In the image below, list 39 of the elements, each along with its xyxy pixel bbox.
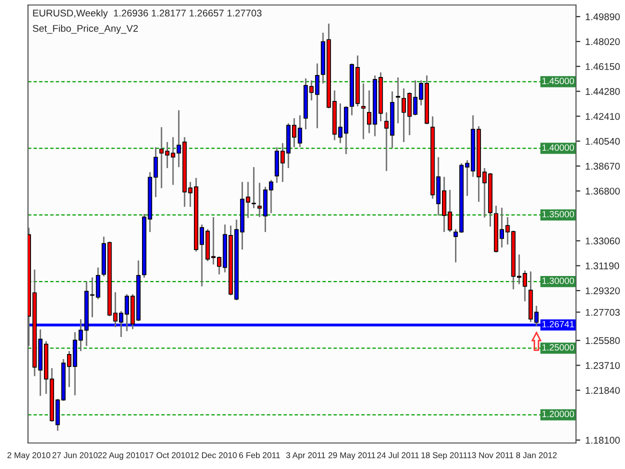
x-tick-label: 2 May 2010: [7, 452, 50, 460]
ref-line-label: 1.35000: [542, 210, 574, 218]
x-tick-label: 27 Jun 2010: [52, 452, 98, 458]
y-tick-label: 1.25580: [586, 337, 620, 344]
y-tick-label: 1.49890: [586, 13, 620, 20]
y-tick-label: 1.29320: [586, 287, 620, 294]
ref-line-label: 1.40000: [542, 144, 574, 151]
x-tick-label: 8 Jan 2012: [516, 452, 557, 458]
x-tick-label: 17 Oct 2010: [145, 452, 190, 458]
ref-line-label: 1.26741: [542, 320, 574, 328]
x-tick-label: 18 Sep 2011: [421, 452, 468, 460]
candlestick: [361, 82, 366, 140]
y-tick-label: 1.38670: [586, 162, 620, 170]
ref-line-label: 1.45000: [542, 78, 574, 84]
y-tick-label: 1.18100: [586, 436, 620, 444]
x-tick-label: 22 Aug 2010: [98, 452, 144, 460]
y-tick-label: 1.36800: [586, 188, 620, 195]
y-tick-label: 1.27703: [586, 308, 620, 316]
candlestick: [396, 76, 400, 124]
ref-line-label: 1.20000: [542, 410, 574, 418]
x-tick-label: 12 Dec 2010: [190, 452, 237, 458]
y-tick-label: 1.44280: [586, 88, 620, 95]
y-tick-label: 1.46150: [586, 63, 620, 70]
y-tick-label: 1.23710: [586, 362, 620, 369]
x-tick-label: 24 Jul 2011: [377, 452, 419, 458]
y-tick-label: 1.48020: [586, 38, 620, 46]
y-tick-label: 1.33060: [586, 238, 620, 244]
chart-title: EURUSD,Weekly 1.26936 1.28177 1.26657 1.27703: [33, 9, 262, 18]
y-tick-label: 1.40540: [586, 138, 620, 145]
x-tick-label: 3 Apr 2011: [286, 452, 326, 460]
ref-line-label: 1.25000: [542, 344, 574, 351]
ref-line-label: 1.30000: [542, 278, 574, 284]
x-tick-label: 13 Nov 2011: [468, 452, 514, 458]
text: Set_Fibo_Price_Any_V2: [32, 24, 138, 34]
y-tick-label: 1.42410: [586, 112, 620, 120]
y-tick-label: 1.31190: [586, 262, 620, 270]
x-tick-label: 6 Feb 2011: [239, 452, 280, 458]
y-tick-label: 1.21840: [586, 386, 620, 394]
x-tick-label: 29 May 2011: [328, 452, 376, 460]
